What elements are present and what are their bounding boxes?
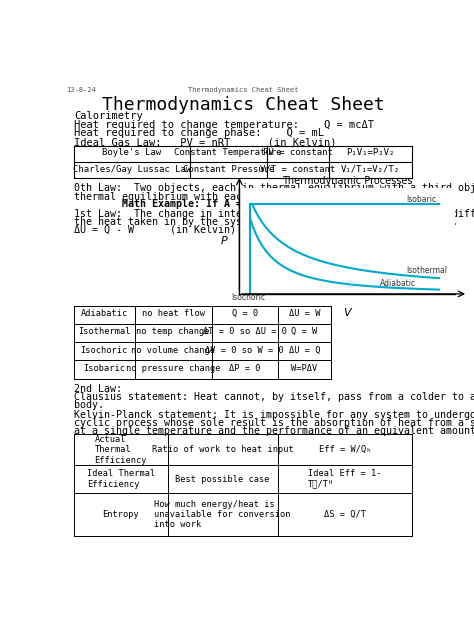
- Text: Heat required to change phase:    Q = mL: Heat required to change phase: Q = mL: [74, 128, 324, 138]
- Text: W=PΔV: W=PΔV: [292, 364, 318, 373]
- Text: Constant Pressure: Constant Pressure: [182, 164, 274, 174]
- Text: thermal equilibrium with each other.: thermal equilibrium with each other.: [74, 191, 290, 202]
- Text: ΔU = W: ΔU = W: [289, 309, 320, 318]
- Text: no volume change: no volume change: [131, 346, 215, 355]
- Text: 13-8-24: 13-8-24: [66, 87, 96, 93]
- Text: ΔS = Q/T: ΔS = Q/T: [324, 510, 366, 519]
- Text: Isochoric: Isochoric: [81, 346, 128, 355]
- Text: PV = constant: PV = constant: [263, 149, 333, 157]
- Text: Heat required to change temperature:    Q = mcΔT: Heat required to change temperature: Q =…: [74, 119, 374, 130]
- Text: Isothermal: Isothermal: [78, 327, 130, 336]
- Text: Math Example: If A = C and B = C,  then A = B.: Math Example: If A = C and B = C, then A…: [74, 200, 398, 209]
- Text: Entropy: Entropy: [102, 510, 139, 519]
- Text: Eff = W/Qₕ: Eff = W/Qₕ: [319, 445, 371, 454]
- Text: Q = 0: Q = 0: [232, 309, 258, 318]
- Text: Isobaric: Isobaric: [83, 364, 125, 373]
- Text: cyclic process whose sole result is the absorption of heat from a single reservo: cyclic process whose sole result is the …: [74, 418, 474, 428]
- Text: Isothermal: Isothermal: [407, 265, 447, 275]
- Text: ΔU = Q - W      (in Kelvin): ΔU = Q - W (in Kelvin): [74, 225, 236, 234]
- Text: ΔP = 0: ΔP = 0: [229, 364, 261, 373]
- Text: Isobaric: Isobaric: [406, 195, 436, 204]
- Text: 1st Law:  The change in internal energy of a system equals the difference betwee: 1st Law: The change in internal energy o…: [74, 209, 474, 219]
- Text: P: P: [221, 236, 228, 246]
- Text: Thermodynamics Cheat Sheet: Thermodynamics Cheat Sheet: [188, 87, 298, 93]
- Text: Ideal Thermal
Efficiency: Ideal Thermal Efficiency: [87, 470, 155, 489]
- Text: Q = W: Q = W: [292, 327, 318, 336]
- Text: V: V: [343, 308, 351, 318]
- Text: ΔU = Q: ΔU = Q: [289, 346, 320, 355]
- Text: Boyle's Law: Boyle's Law: [102, 149, 161, 157]
- Text: Ideal Gas Law:   PV = nRT      (in Kelvin): Ideal Gas Law: PV = nRT (in Kelvin): [74, 137, 337, 147]
- Text: Adiabatic: Adiabatic: [81, 309, 128, 318]
- Text: Calorimetry: Calorimetry: [74, 111, 143, 121]
- Text: no temp change: no temp change: [137, 327, 210, 336]
- Text: V/T = constant: V/T = constant: [260, 164, 336, 174]
- Text: Ideal Eff = 1-
Tᴄ/Tᴴ: Ideal Eff = 1- Tᴄ/Tᴴ: [308, 470, 382, 489]
- Text: Isochoric: Isochoric: [231, 293, 265, 303]
- Text: ΔV = 0 so W = 0: ΔV = 0 so W = 0: [205, 346, 284, 355]
- Text: at a single temperature and the performance of an equivalent amount of work.: at a single temperature and the performa…: [74, 426, 474, 435]
- Text: Charles/Gay Lussac Law: Charles/Gay Lussac Law: [73, 164, 191, 174]
- Text: Actual
Thermal
Efficiency: Actual Thermal Efficiency: [94, 435, 147, 465]
- Text: P₁V₁=P₂V₂: P₁V₁=P₂V₂: [346, 149, 395, 157]
- Text: Adiabatic: Adiabatic: [380, 279, 416, 288]
- Text: Best possible case: Best possible case: [175, 475, 270, 483]
- Text: Constant Temperature: Constant Temperature: [174, 149, 282, 157]
- Text: no pressure change: no pressure change: [126, 364, 220, 373]
- Title: Thermodynamic Processes: Thermodynamic Processes: [282, 176, 412, 186]
- Text: 2nd Law:: 2nd Law:: [74, 384, 122, 394]
- Text: body.: body.: [74, 400, 104, 410]
- Text: V₁/T₁=V₂/T₂: V₁/T₁=V₂/T₂: [341, 164, 400, 174]
- Text: 0th Law:  Two objects, each in thermal equilibrium with a third object, are in: 0th Law: Two objects, each in thermal eq…: [74, 183, 474, 193]
- Text: Ratio of work to heat input: Ratio of work to heat input: [152, 445, 293, 454]
- Text: no heat flow: no heat flow: [142, 309, 205, 318]
- Text: Clausius statement: Heat cannot, by itself, pass from a colder to a warmer: Clausius statement: Heat cannot, by itse…: [74, 392, 474, 402]
- Text: Thermodynamics Cheat Sheet: Thermodynamics Cheat Sheet: [101, 96, 384, 114]
- Text: the heat taken in by the system and the work done by the system.         Formula: the heat taken in by the system and the …: [74, 217, 474, 227]
- Text: How much energy/heat is
unavailable for conversion
into work: How much energy/heat is unavailable for …: [155, 499, 291, 530]
- Text: Kelvin-Planck statement: It is impossible for any system to undergo a: Kelvin-Planck statement: It is impossibl…: [74, 410, 474, 420]
- Text: ΔT = 0 so ΔU = 0: ΔT = 0 so ΔU = 0: [203, 327, 287, 336]
